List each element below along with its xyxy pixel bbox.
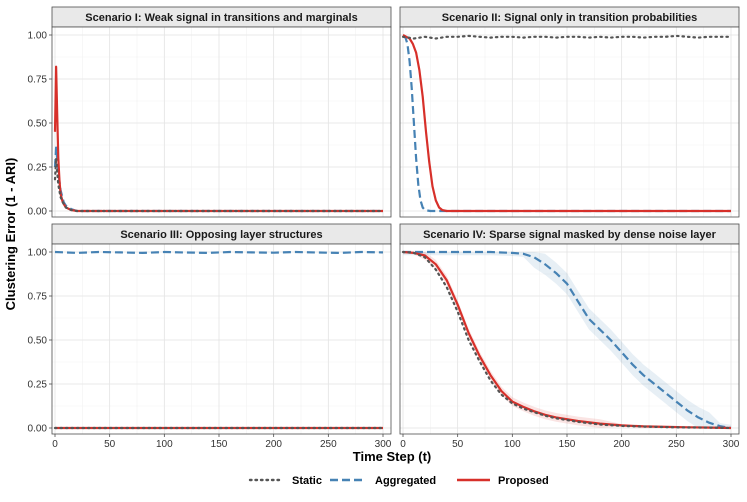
- legend-label: Static: [292, 475, 322, 487]
- plot-background: [52, 27, 391, 217]
- plot-background: [400, 27, 739, 217]
- series-group: [401, 250, 733, 430]
- legend-item-static: Static: [248, 475, 322, 487]
- legend: Static Aggregated Proposed: [248, 475, 549, 487]
- x-tick-label: 0: [52, 439, 58, 450]
- panel-title: Scenario IV: Sparse signal masked by den…: [423, 229, 717, 241]
- x-tick-label: 150: [559, 439, 576, 450]
- y-axis-title: Clustering Error (1 - ARI): [3, 158, 18, 311]
- panel-4: Scenario IV: Sparse signal masked by den…: [399, 223, 740, 450]
- series-group: [53, 65, 385, 213]
- x-tick-label: 100: [504, 439, 521, 450]
- y-tick-label: 0.00: [28, 207, 48, 218]
- panel-border: [399, 243, 740, 435]
- panel-title: Scenario III: Opposing layer structures: [120, 229, 322, 241]
- series-line-static: [401, 250, 733, 430]
- panel-border: [51, 26, 392, 218]
- x-tick-label: 250: [320, 439, 337, 450]
- legend-item-proposed: Proposed: [457, 475, 549, 487]
- series-line-static: [401, 34, 733, 40]
- panel-1: Scenario I: Weak signal in transitions a…: [28, 6, 392, 218]
- x-tick-label: 300: [723, 439, 740, 450]
- x-tick-label: 50: [452, 439, 464, 450]
- series-group: [53, 250, 385, 430]
- panel-title: Scenario I: Weak signal in transitions a…: [85, 12, 357, 24]
- panel-border: [51, 243, 392, 435]
- x-tick-label: 200: [613, 439, 630, 450]
- x-tick-label: 200: [265, 439, 282, 450]
- legend-item-aggregated: Aggregated: [330, 475, 436, 487]
- panel-title: Scenario II: Signal only in transition p…: [442, 12, 697, 24]
- series-line-proposed: [402, 34, 731, 213]
- series-line-aggregated: [54, 250, 384, 254]
- x-axis-title: Time Step (t): [353, 449, 432, 464]
- series-line-aggregated: [403, 250, 732, 430]
- y-tick-label: 0.00: [28, 424, 48, 435]
- chart-panels: Scenario I: Weak signal in transitions a…: [28, 6, 740, 450]
- y-tick-label: 1.00: [28, 31, 48, 42]
- legend-label: Proposed: [498, 475, 549, 487]
- y-tick-label: 0.50: [28, 336, 48, 347]
- plot-background: [52, 244, 391, 434]
- x-tick-label: 250: [668, 439, 685, 450]
- panel-2: Scenario II: Signal only in transition p…: [399, 6, 740, 218]
- y-tick-label: 0.50: [28, 119, 48, 130]
- x-tick-label: 0: [400, 439, 406, 450]
- panel-border: [399, 26, 740, 218]
- plot-background: [400, 244, 739, 434]
- panel-3: Scenario III: Opposing layer structures 0…: [28, 223, 392, 450]
- x-tick-label: 300: [375, 439, 392, 450]
- x-tick-label: 150: [211, 439, 228, 450]
- x-tick-label: 50: [104, 439, 116, 450]
- series-ribbon-aggregated: [403, 252, 731, 428]
- x-tick-label: 100: [156, 439, 173, 450]
- series-line-static: [53, 157, 385, 213]
- y-tick-label: 1.00: [28, 248, 48, 259]
- y-tick-label: 0.25: [28, 163, 48, 174]
- legend-label: Aggregated: [375, 475, 436, 487]
- series-group: [401, 34, 733, 213]
- y-tick-label: 0.75: [28, 292, 48, 303]
- y-tick-label: 0.25: [28, 380, 48, 391]
- series-line-aggregated: [403, 35, 731, 213]
- y-tick-label: 0.75: [28, 75, 48, 86]
